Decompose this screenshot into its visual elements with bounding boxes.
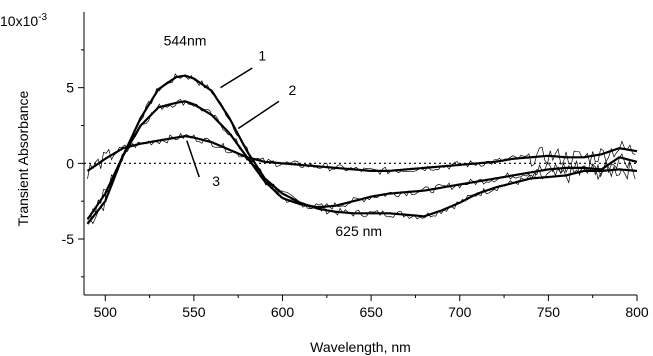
annotations: 544nm 625 nm 1 2 3: [164, 32, 382, 239]
x-tick-label: 700: [448, 304, 472, 320]
x-ticks: 500 550 600 650 700 750 800: [94, 295, 649, 320]
y-tick-label: 0: [66, 155, 74, 171]
annotation-544nm: 544nm: [164, 32, 207, 48]
y-multiplier-exponent: -3: [38, 12, 47, 23]
x-tick-label: 500: [94, 304, 118, 320]
annotation-2: 2: [289, 82, 297, 98]
smoothed-series: [86, 74, 638, 225]
annotation-leader-line: [186, 140, 200, 178]
x-tick-label: 650: [359, 304, 383, 320]
y-axis-label: Transient Absorbance: [15, 90, 31, 226]
noisy-traces: [87, 73, 636, 225]
y-multiplier-base: 10x10: [0, 13, 38, 29]
y-tick-label: -5: [62, 231, 75, 247]
y-ticks: -5 0 5: [62, 49, 84, 278]
x-axis-label: Wavelength, nm: [310, 339, 411, 355]
x-tick-label: 750: [537, 304, 561, 320]
y-tick-label: 5: [66, 80, 74, 96]
x-tick-label: 600: [271, 304, 295, 320]
series-line-2: [86, 100, 638, 220]
annotation-leader-line: [220, 67, 253, 89]
annotation-1: 1: [258, 47, 266, 63]
x-tick-label: 800: [625, 304, 649, 320]
x-tick-label: 550: [182, 304, 206, 320]
annotation-625-nm: 625 nm: [335, 223, 382, 239]
series-line-1: [86, 74, 638, 225]
y-axis-multiplier: 10x10-3: [0, 12, 47, 29]
annotation-3: 3: [212, 173, 220, 189]
annotation-leader-line: [237, 100, 280, 130]
series-line-3: [86, 135, 638, 172]
axes: [83, 12, 637, 296]
noisy-trace-1: [87, 73, 636, 225]
